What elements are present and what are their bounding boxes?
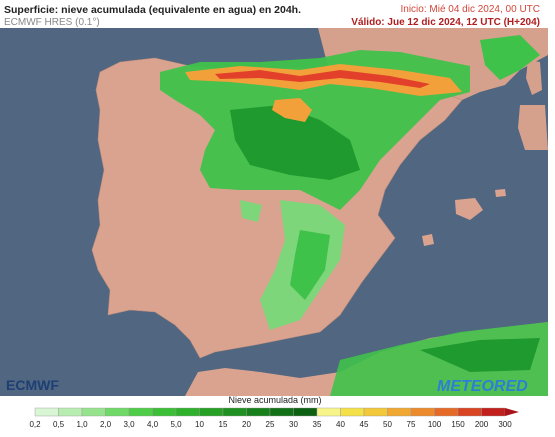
legend-swatch bbox=[58, 407, 83, 417]
legend-arrow bbox=[505, 408, 519, 416]
legend-label: 150 bbox=[451, 420, 465, 429]
legend-label: 75 bbox=[407, 420, 416, 429]
legend-label: 10 bbox=[195, 420, 204, 429]
legend-swatch bbox=[293, 407, 318, 417]
legend-swatch bbox=[457, 407, 482, 417]
legend-label: 20 bbox=[242, 420, 251, 429]
legend-label: 300 bbox=[498, 420, 512, 429]
legend-swatch bbox=[316, 407, 341, 417]
valid-time: Válido: Jue 12 dic 2024, 12 UTC (H+204) bbox=[351, 17, 540, 28]
legend-swatch bbox=[363, 407, 388, 417]
island bbox=[518, 105, 548, 150]
ecmwf-logo: ECMWF bbox=[6, 377, 59, 393]
legend-label: 4,0 bbox=[147, 420, 159, 429]
legend-swatch bbox=[81, 407, 106, 417]
legend-label: 45 bbox=[360, 420, 369, 429]
meteored-logo: METEORED bbox=[437, 378, 528, 395]
legend-swatch bbox=[410, 407, 435, 417]
legend-swatch bbox=[128, 407, 153, 417]
legend-label: 15 bbox=[219, 420, 228, 429]
legend-swatch bbox=[175, 407, 200, 417]
island bbox=[495, 189, 506, 197]
legend-label: 5,0 bbox=[170, 420, 182, 429]
legend-label: 35 bbox=[313, 420, 322, 429]
legend-label: 200 bbox=[475, 420, 489, 429]
start-time: Inicio: Mié 04 dic 2024, 00 UTC bbox=[400, 4, 540, 15]
legend-swatch bbox=[199, 407, 224, 417]
model: ECMWF HRES (0.1°) bbox=[4, 17, 100, 28]
island bbox=[526, 60, 542, 95]
legend-swatch bbox=[387, 407, 412, 417]
legend-swatch bbox=[434, 407, 459, 417]
snow-area bbox=[240, 200, 262, 222]
legend-label: 50 bbox=[383, 420, 392, 429]
snow-area bbox=[290, 230, 330, 300]
legend-swatch bbox=[105, 407, 130, 417]
legend-label: 25 bbox=[266, 420, 275, 429]
snow-core bbox=[215, 70, 430, 88]
snow-area bbox=[420, 338, 540, 372]
legend-label: 100 bbox=[428, 420, 442, 429]
legend-label: 3,0 bbox=[123, 420, 135, 429]
legend-swatch bbox=[269, 407, 294, 417]
legend-swatch bbox=[481, 407, 506, 417]
snow-core bbox=[272, 98, 312, 122]
map: ECMWF METEORED bbox=[0, 28, 548, 396]
legend: 0,2 0,5 1,0 2,0 3,0 4,0 5,0 10 15 20 25 30 35 40 45 50 7… bbox=[29, 407, 519, 429]
legend-label: 40 bbox=[336, 420, 345, 429]
legend-label: 1,0 bbox=[76, 420, 88, 429]
snow-area bbox=[230, 105, 360, 180]
legend-swatch bbox=[34, 407, 59, 417]
island bbox=[422, 234, 434, 246]
title: Superficie: nieve acumulada (equivalente… bbox=[4, 4, 301, 16]
legend-title: Nieve acumulada (mm) bbox=[228, 395, 321, 405]
legend-label: 2,0 bbox=[100, 420, 112, 429]
legend-swatch bbox=[222, 407, 247, 417]
island bbox=[455, 198, 483, 220]
legend-swatch bbox=[246, 407, 271, 417]
legend-swatch bbox=[340, 407, 365, 417]
legend-label: 30 bbox=[289, 420, 298, 429]
legend-label: 0,5 bbox=[53, 420, 65, 429]
snow-area bbox=[480, 35, 540, 80]
legend-swatch bbox=[152, 407, 177, 417]
legend-label: 0,2 bbox=[29, 420, 41, 429]
